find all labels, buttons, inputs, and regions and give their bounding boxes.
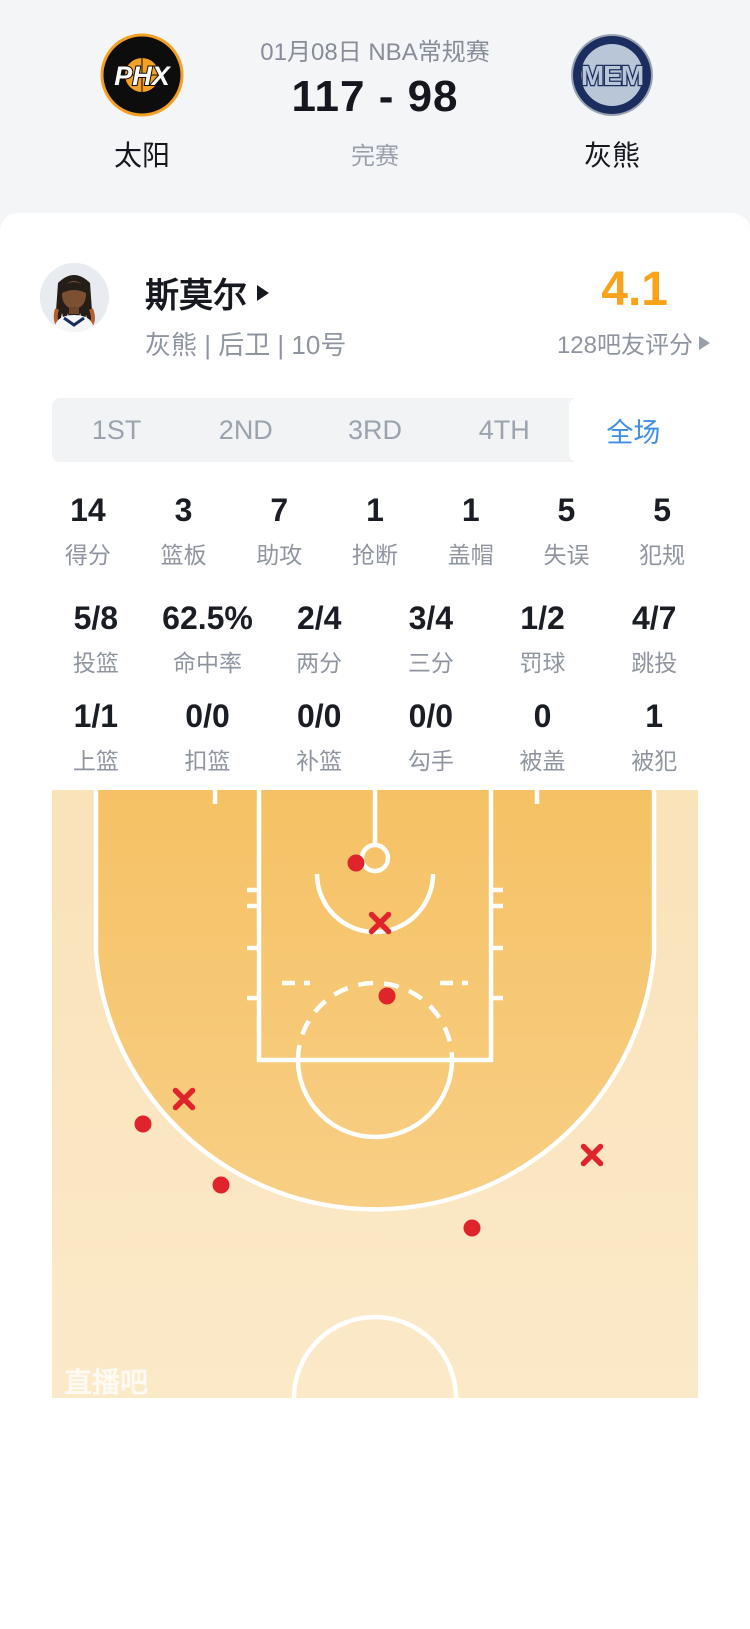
rating-votes-text: 128吧友评分 xyxy=(556,332,693,359)
svg-text:MEM: MEM xyxy=(581,60,643,91)
missed-shot-marker xyxy=(172,1087,196,1111)
court-diagram: 直播吧 xyxy=(52,790,698,1399)
stats-row-shooting: 5/8 投篮 62.5% 命中率 2/4 两分 3/4 三分 1/2 罚球 4/7 跳投 xyxy=(40,600,710,678)
tab-3RD[interactable]: 3RD xyxy=(348,414,403,445)
tab-2ND[interactable]: 2ND xyxy=(218,414,273,445)
mem-logo-icon: MEM xyxy=(571,34,653,116)
game-date-title: 01月08日 NBA常规赛 xyxy=(260,39,490,66)
quarter-tabs: 1ST 2ND 3RD 4TH 全场 xyxy=(52,398,698,462)
player-avatar[interactable] xyxy=(40,263,109,332)
rating-arrow-icon xyxy=(699,335,710,350)
away-team-name[interactable]: 灰熊 xyxy=(583,140,640,171)
player-photo-icon xyxy=(40,263,109,332)
stat-跳投: 4/7 跳投 xyxy=(631,600,678,676)
stat-两分: 2/4 两分 xyxy=(296,600,343,676)
rating-value: 4.1 xyxy=(601,263,668,316)
made-shot-marker xyxy=(212,1176,230,1194)
rating-votes: 128吧友评分 xyxy=(557,325,710,360)
tab-1ST[interactable]: 1ST xyxy=(91,414,142,445)
missed-shot-marker xyxy=(368,911,392,935)
stat-三分: 3/4 三分 xyxy=(407,600,454,676)
svg-text:PHX: PHX xyxy=(114,61,172,91)
stat-得分: 14 得分 xyxy=(64,492,111,568)
made-shot-marker xyxy=(347,854,365,872)
stat-失误: 5 失误 xyxy=(543,492,590,568)
stat-盖帽: 1 盖帽 xyxy=(447,492,494,568)
player-name-row[interactable]: 斯莫尔 xyxy=(145,268,269,317)
stat-投篮: 5/8 投篮 xyxy=(72,600,119,676)
player-switch-arrow-icon xyxy=(257,284,269,301)
stat-扣篮: 0/0 扣篮 xyxy=(184,698,231,774)
made-shot-marker xyxy=(134,1115,152,1133)
stat-上篮: 1/1 上篮 xyxy=(72,698,119,774)
stat-勾手: 0/0 勾手 xyxy=(407,698,454,774)
tab-4TH[interactable]: 4TH xyxy=(478,414,530,445)
phx-team-logo[interactable]: PHX xyxy=(99,32,185,118)
stat-被盖: 0 被盖 xyxy=(519,698,566,774)
stat-犯规: 5 犯规 xyxy=(639,492,686,568)
stat-命中率: 62.5% 命中率 xyxy=(162,600,253,676)
game-score: 117 - 98 xyxy=(291,72,459,121)
court-watermark: 直播吧 xyxy=(64,1367,148,1398)
stat-被犯: 1 被犯 xyxy=(631,698,678,774)
footer-banner: 8 直播吧 扫描二维码 查看更多体育赛事及资讯 xyxy=(0,1398,750,1629)
phx-logo-icon: PHX xyxy=(100,33,184,117)
player-name: 斯莫尔 xyxy=(145,277,247,315)
home-team-name[interactable]: 太阳 xyxy=(113,140,170,171)
stat-助攻: 7 助攻 xyxy=(256,492,303,568)
made-shot-marker xyxy=(463,1219,481,1237)
shot-markers xyxy=(134,854,604,1237)
rating-block[interactable]: 4.1 128吧友评分 xyxy=(557,262,710,360)
player-meta: 灰熊 | 后卫 | 10号 xyxy=(145,330,347,360)
made-shot-marker xyxy=(378,987,396,1005)
stats-row-basic: 14 得分 3 篮板 7 助攻 1 抢断 1 盖帽 5 失误 5 犯规 xyxy=(40,492,710,570)
shot-chart: 直播吧 xyxy=(52,790,698,1399)
stat-罚球: 1/2 罚球 xyxy=(519,600,566,676)
tab-全场[interactable]: 全场 xyxy=(568,398,698,462)
stat-抢断: 1 抢断 xyxy=(352,492,399,568)
stat-补篮: 0/0 补篮 xyxy=(296,698,343,774)
game-status: 完赛 xyxy=(351,143,399,170)
stat-篮板: 3 篮板 xyxy=(160,492,207,568)
mem-team-logo[interactable]: MEM xyxy=(569,32,655,118)
missed-shot-marker xyxy=(580,1143,604,1167)
stats-row-detail: 1/1 上篮 0/0 扣篮 0/0 补篮 0/0 勾手 0 被盖 1 被犯 xyxy=(40,698,710,776)
